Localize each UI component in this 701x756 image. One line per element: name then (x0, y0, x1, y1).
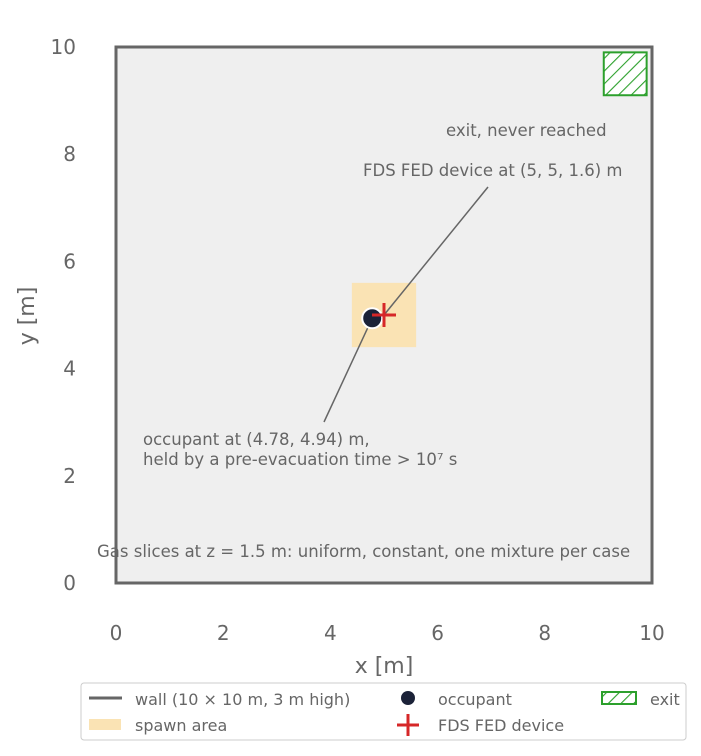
legend-wall-label: wall (10 × 10 m, 3 m high) (135, 690, 350, 709)
y-tick-label: 10 (51, 35, 76, 59)
legend-occupant-swatch (401, 691, 415, 705)
legend-exit-label: exit (650, 690, 680, 709)
y-tick-label: 6 (63, 249, 76, 273)
legend-occupant-label: occupant (438, 690, 512, 709)
device-annotation-line (383, 186, 489, 316)
x-tick-label: 0 (110, 621, 123, 645)
legend-spawn-label: spawn area (135, 716, 227, 735)
x-tick-labels: 0 2 4 6 8 10 (110, 621, 665, 645)
occupant-marker (361, 307, 384, 330)
x-tick-label: 4 (324, 621, 337, 645)
y-tick-labels: 0 2 4 6 8 10 (51, 35, 76, 595)
y-tick-label: 8 (63, 142, 76, 166)
y-axis-label: y [m] (15, 287, 40, 346)
y-tick-label: 2 (63, 464, 76, 488)
legend: wall (10 × 10 m, 3 m high) spawn area oc… (80, 682, 687, 741)
legend-device-label: FDS FED device (438, 716, 564, 735)
x-tick-label: 2 (217, 621, 230, 645)
x-tick-label: 10 (639, 621, 664, 645)
x-tick-label: 6 (431, 621, 444, 645)
y-tick-label: 0 (63, 571, 76, 595)
gas-slices-note: Gas slices at z = 1.5 m: uniform, consta… (97, 542, 630, 561)
legend-frame (80, 682, 687, 741)
occupant-note-line2: held by a pre-evacuation time > 10⁷ s (143, 450, 457, 469)
occupant-annotation-line (323, 317, 373, 423)
occupant-note-line1: occupant at (4.78, 4.94) m, (143, 430, 370, 449)
x-axis-label: x [m] (355, 654, 414, 679)
y-tick-label: 4 (63, 357, 76, 381)
legend-spawn-swatch (89, 719, 121, 730)
exit-note: exit, never reached (446, 121, 607, 140)
device-note: FDS FED device at (5, 5, 1.6) m (363, 161, 622, 180)
device-marker (372, 303, 396, 327)
legend-device-swatch (397, 714, 419, 736)
legend-exit-swatch (601, 691, 637, 705)
x-tick-label: 8 (538, 621, 551, 645)
exit-area (602, 51, 648, 97)
